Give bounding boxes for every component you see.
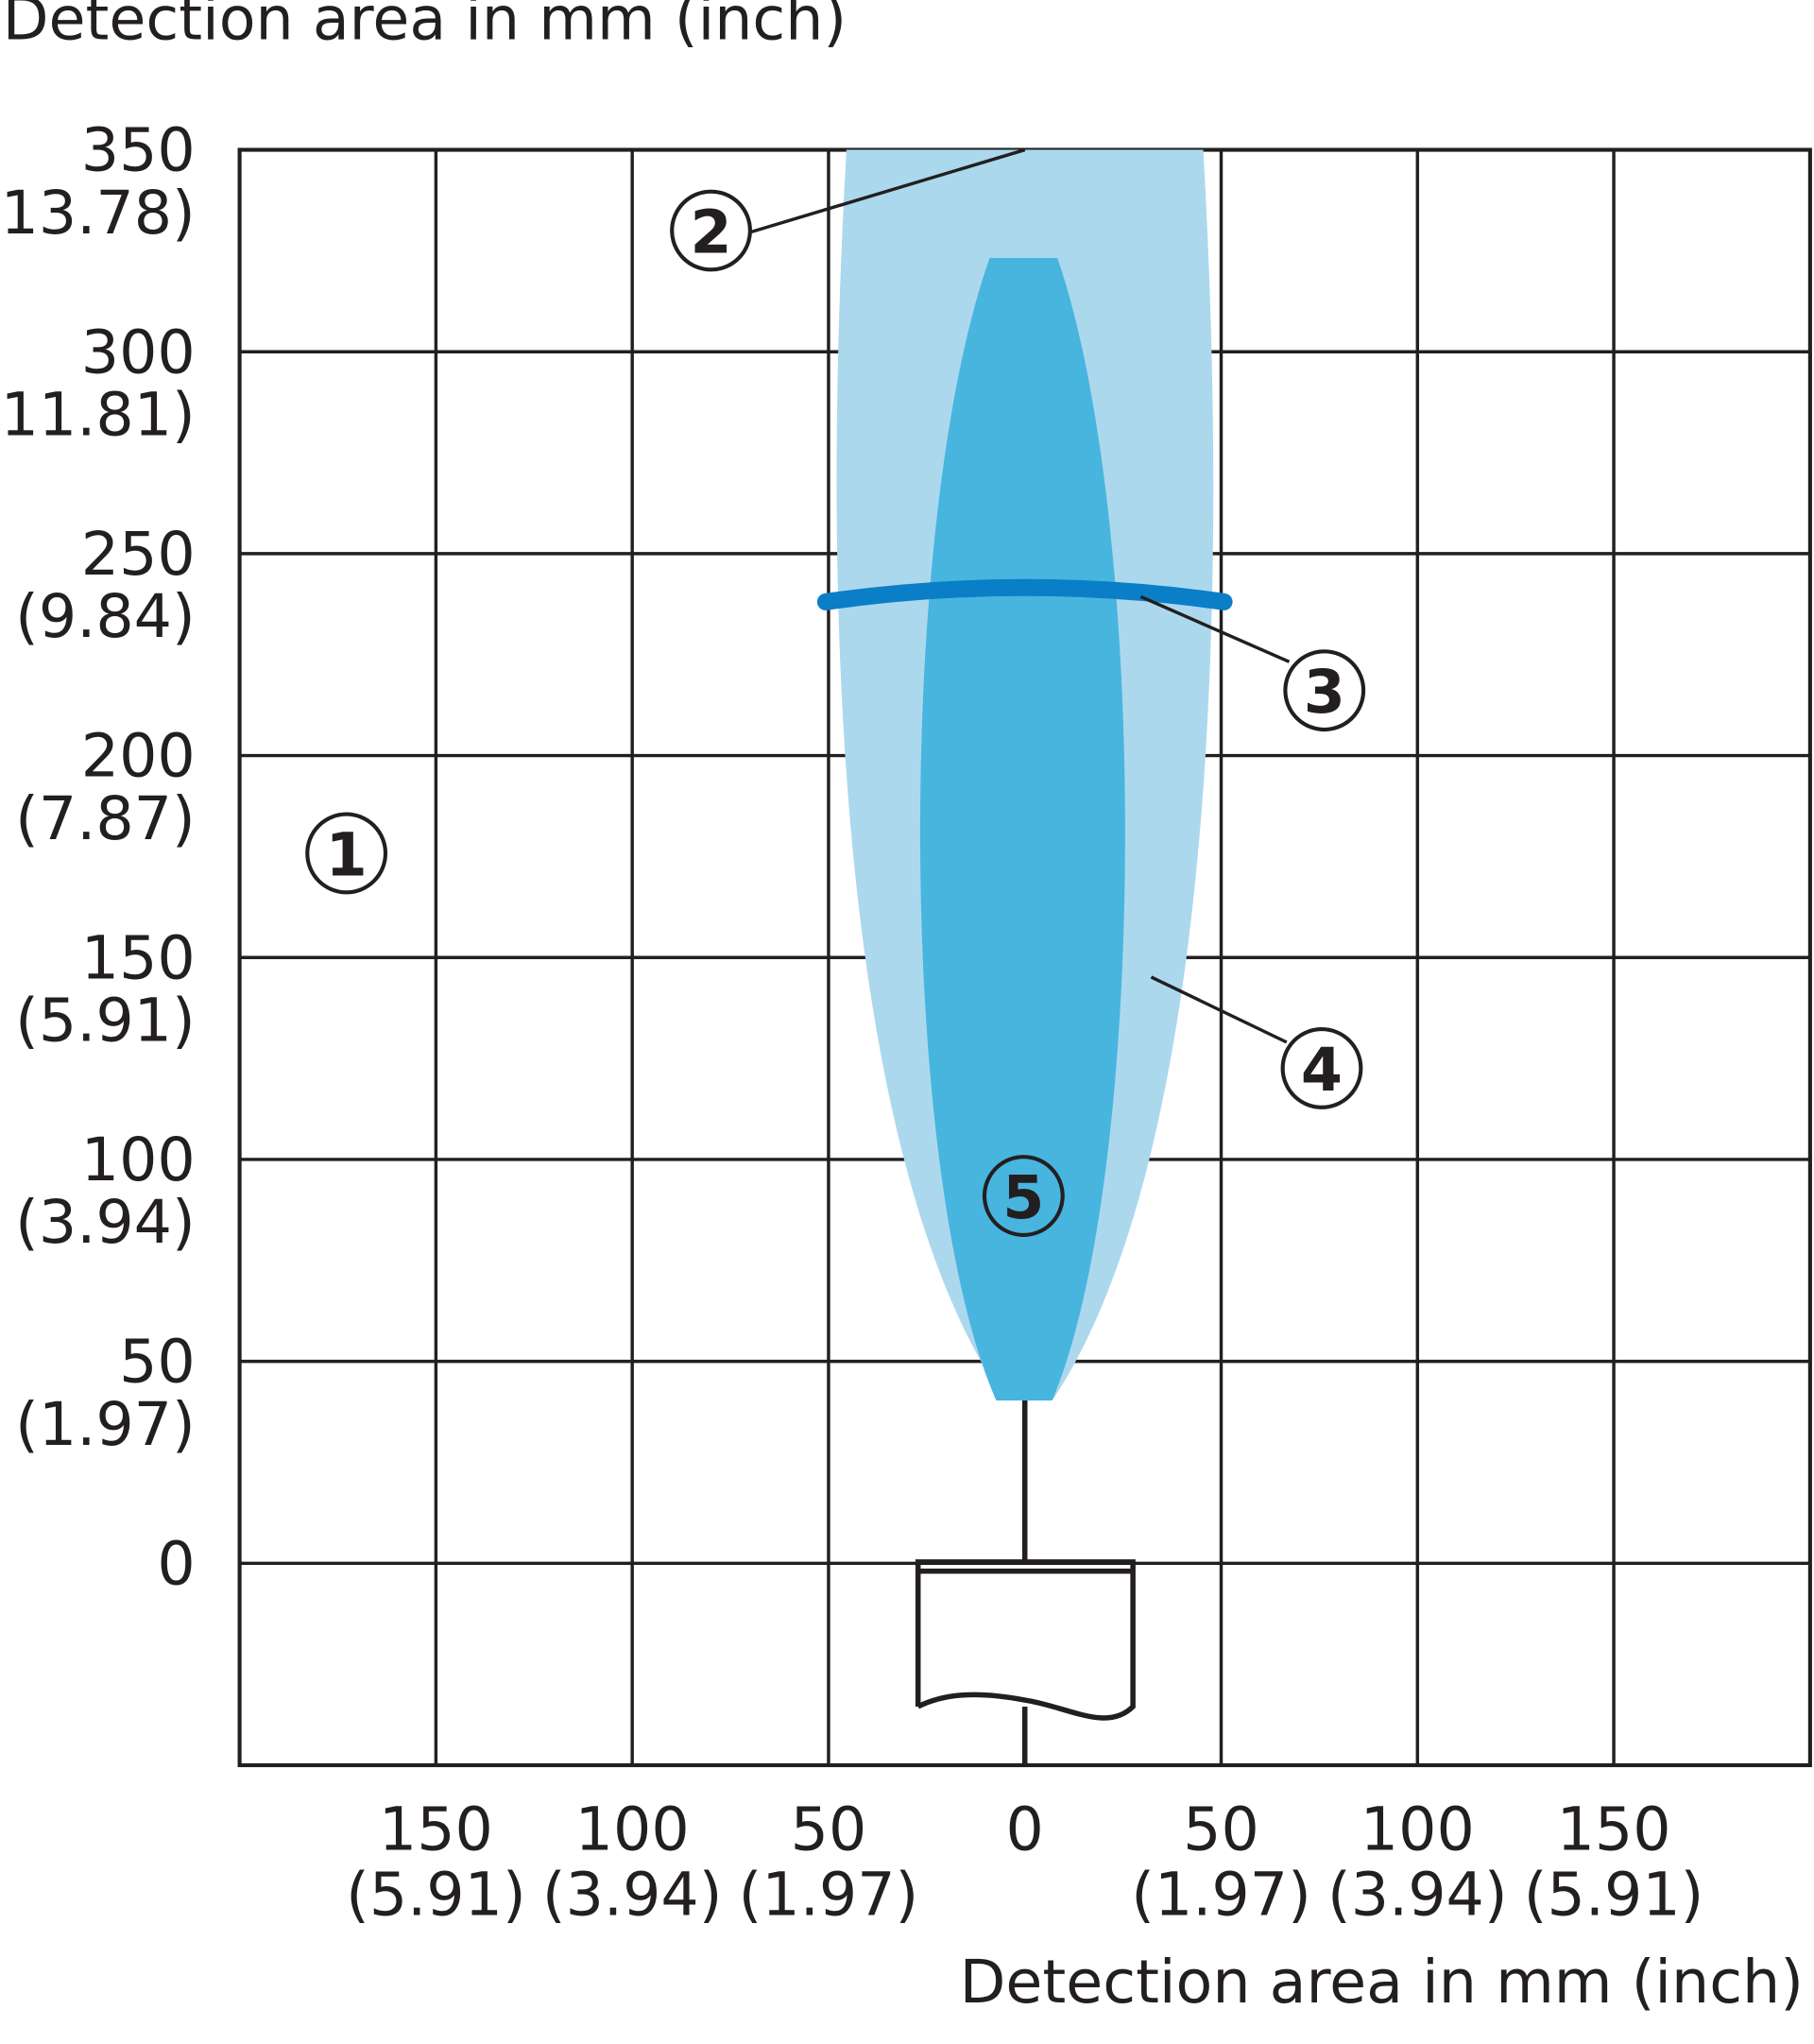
callouts: 1 2 3 4 5 <box>305 189 1366 1237</box>
callout-number: 5 <box>1002 1162 1044 1232</box>
callout-circle <box>305 812 388 895</box>
callout-circle <box>1280 1027 1363 1109</box>
x-tick-label: 150 <box>379 1795 493 1864</box>
x-tick-label: 50 <box>791 1795 867 1864</box>
callout-circle <box>1283 649 1366 732</box>
y-tick-inch-label: (3.94) <box>15 1187 196 1257</box>
x-tick-label: 0 <box>1006 1795 1044 1864</box>
callout-number: 3 <box>1304 657 1345 727</box>
y-tick-inch-label: (9.84) <box>15 581 196 651</box>
x-tick-label: 100 <box>1360 1795 1475 1864</box>
x-tick-label: 150 <box>1557 1795 1671 1864</box>
y-tick-label: 350 <box>81 115 196 185</box>
y-axis-label: Detection area in mm (inch) <box>3 0 847 53</box>
callout-circle <box>982 1155 1065 1237</box>
callout: 5 <box>982 1155 1065 1237</box>
callout: 4 <box>1280 1027 1363 1109</box>
x-tick-inch-label: (1.97) <box>1131 1860 1311 1930</box>
x-tick-inch-label: (5.91) <box>1524 1860 1704 1930</box>
x-tick-inch-label: (3.94) <box>542 1860 723 1930</box>
callout: 2 <box>670 189 752 272</box>
y-tick-label: 200 <box>81 721 196 791</box>
detection-band <box>816 578 1233 610</box>
y-tick-inch-label: (13.78) <box>0 178 196 248</box>
y-tick-label: 100 <box>81 1125 196 1194</box>
x-tick-inch-label: (3.94) <box>1327 1860 1508 1930</box>
y-tick-inch-label: (7.87) <box>15 783 196 853</box>
y-tick-label: 250 <box>81 519 196 589</box>
y-tick-label: 50 <box>119 1327 196 1397</box>
y-tick-label: 0 <box>157 1528 195 1598</box>
x-tick-label: 100 <box>575 1795 690 1864</box>
callout-number: 1 <box>326 819 368 889</box>
x-tick-label: 50 <box>1183 1795 1259 1864</box>
x-tick-inch-label: (5.91) <box>346 1860 526 1930</box>
callout: 3 <box>1283 649 1366 732</box>
callout-number: 4 <box>1301 1035 1343 1105</box>
x-tick-inch-label: (1.97) <box>739 1860 919 1930</box>
sensor <box>915 1400 1136 1765</box>
y-tick-label: 150 <box>81 922 196 992</box>
y-tick-inch-label: (1.97) <box>15 1389 196 1459</box>
y-tick-label: 300 <box>81 317 196 386</box>
x-axis-label: Detection area in mm (inch) <box>960 1947 1804 2017</box>
y-tick-inch-label: (5.91) <box>15 985 196 1055</box>
callout-number: 2 <box>691 197 732 266</box>
callout: 1 <box>305 812 388 895</box>
grid <box>239 147 1810 1765</box>
leader-lines <box>750 147 1291 1044</box>
y-tick-inch-label: (11.81) <box>0 379 196 449</box>
inner-detection-area <box>919 257 1125 1400</box>
callout-circle <box>670 189 752 272</box>
